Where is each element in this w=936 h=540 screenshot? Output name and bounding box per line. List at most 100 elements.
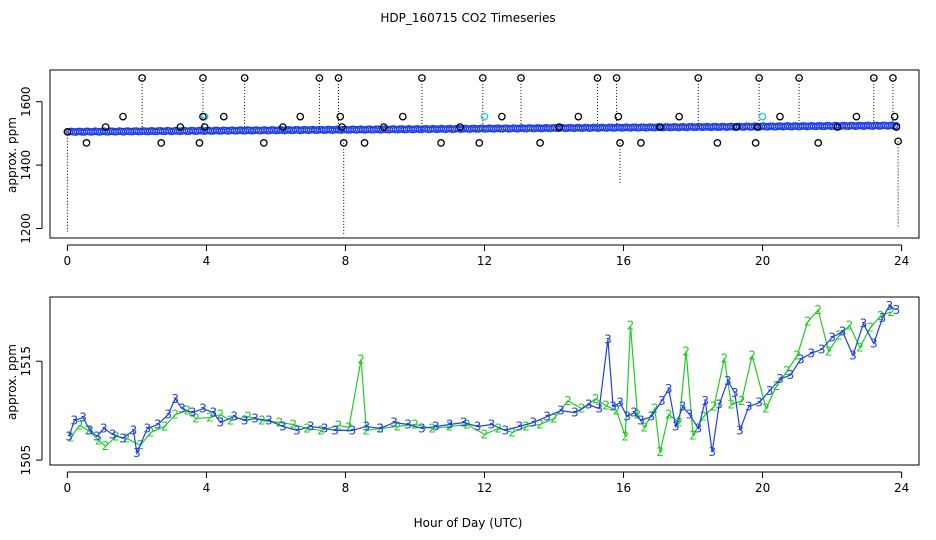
- series-3-marker: 3: [474, 419, 482, 433]
- series-3-marker: 3: [293, 423, 301, 437]
- series-2-marker: 2: [192, 412, 200, 426]
- outlier-point: [517, 74, 525, 82]
- bottom-y-axis-label: approx. ppm: [5, 344, 19, 420]
- series-3-line: [68, 305, 897, 456]
- top-panel: approx. ppm 0 4 8 12 16 20 24 1200 1400 1600: [5, 69, 920, 268]
- series-3-marker: 3: [665, 382, 673, 396]
- outlier-point: [776, 112, 784, 121]
- series-2-line: [70, 308, 892, 453]
- outlier-point: [555, 123, 564, 131]
- series-2-marker: 2: [429, 421, 437, 435]
- series-2-marker: 2: [522, 419, 530, 433]
- series-3-marker: 3: [460, 416, 468, 430]
- outlier-point: [890, 112, 899, 121]
- series-2-marker: 2: [794, 348, 802, 362]
- series-3-marker: 3: [178, 402, 186, 416]
- series-3-marker: 3: [529, 416, 537, 430]
- series-2-marker: 2: [887, 305, 895, 319]
- bottom-x-tick-label: 24: [894, 481, 909, 495]
- series-3-marker: 3: [595, 402, 603, 416]
- series-3-marker: 3: [331, 423, 339, 437]
- series-3-marker: 3: [189, 406, 197, 420]
- series-3-marker: 3: [432, 419, 440, 433]
- series-3-marker: 3: [362, 419, 370, 433]
- bottom-x-tick-label: 8: [342, 481, 350, 495]
- outlier-point: [574, 112, 583, 121]
- series-3-marker: 3: [731, 386, 739, 400]
- series-2-marker: 2: [675, 416, 683, 430]
- outlier-point: [259, 139, 268, 147]
- series-2-marker: 2: [564, 394, 572, 408]
- series-3-marker: 3: [648, 410, 656, 424]
- series-3-marker: 3: [776, 372, 784, 386]
- series-2-marker: 2: [67, 430, 75, 444]
- series-3-marker: 3: [349, 423, 357, 437]
- series-3-marker: 3: [100, 421, 108, 435]
- outlier-point: [755, 74, 763, 82]
- series-2-marker: 2: [682, 344, 690, 358]
- outlier-point: [795, 74, 803, 82]
- series-3-marker: 3: [418, 421, 426, 435]
- top-plot-frame: [49, 69, 920, 239]
- bottom-x-tick-label: 16: [616, 481, 631, 495]
- series-2-marker: 2: [171, 408, 179, 422]
- outlier-point: [279, 123, 287, 131]
- series-3-marker: 3: [715, 398, 723, 412]
- outlier-point: [398, 112, 407, 121]
- series-2-marker: 2: [147, 425, 155, 439]
- series-2-marker: 2: [651, 402, 659, 416]
- outlier-point: [656, 123, 664, 131]
- outlier-point: [637, 139, 645, 147]
- outlier-point: [833, 123, 842, 131]
- outlier-point: [675, 112, 684, 121]
- outlier-point: [199, 74, 207, 82]
- series-2-marker: 2: [84, 423, 92, 437]
- series-3-marker: 3: [230, 410, 238, 424]
- outlier-point: [437, 139, 445, 147]
- outlier-point: [296, 112, 305, 121]
- series-3-marker: 3: [86, 423, 94, 437]
- series-2-marker: 2: [835, 329, 843, 343]
- series-3-marker: 3: [404, 417, 412, 431]
- top-x-tick-label: 12: [477, 254, 492, 268]
- outlier-point: [616, 139, 624, 147]
- outlier-point: [889, 74, 897, 82]
- series-2-marker: 2: [112, 429, 120, 443]
- series-3-marker: 3: [93, 429, 101, 443]
- top-x-tick-label: 24: [894, 254, 909, 268]
- series-3-marker: 3: [321, 421, 329, 435]
- series-3-marker: 3: [755, 396, 763, 410]
- outlier-point: [176, 123, 185, 131]
- outlier-point: [418, 74, 426, 82]
- series-3-marker: 3: [893, 303, 901, 317]
- series-3-marker: 3: [879, 311, 887, 325]
- series-2-marker: 2: [508, 425, 516, 439]
- outlier-point: [360, 139, 369, 147]
- series-3-marker: 3: [797, 352, 805, 366]
- series-2-marker: 2: [550, 412, 558, 426]
- series-2-marker: 2: [95, 433, 103, 447]
- top-x-tick-label: 8: [342, 254, 350, 268]
- highlight-point: [480, 112, 489, 121]
- top-y-axis-label: approx. ppm: [5, 117, 19, 193]
- outlier-point: [195, 139, 204, 147]
- series-3-marker: 3: [557, 404, 565, 418]
- series-3-marker: 3: [701, 394, 709, 408]
- outlier-point: [498, 112, 506, 121]
- series-3-marker: 3: [724, 374, 732, 388]
- outlier-point: [119, 112, 127, 121]
- series-3-marker: 3: [694, 421, 702, 435]
- series-2-marker: 2: [446, 419, 454, 433]
- series-3-marker: 3: [658, 394, 666, 408]
- series-2-marker: 2: [592, 392, 600, 406]
- top-x-tick-label: 20: [755, 254, 770, 268]
- series-3-marker: 3: [265, 414, 273, 428]
- series-2-marker: 2: [303, 421, 311, 435]
- top-x-tick-label: 0: [64, 254, 72, 268]
- outlier-point: [694, 74, 703, 82]
- series-3-marker: 3: [307, 419, 315, 433]
- series-3-marker: 3: [390, 416, 398, 430]
- series-2-marker: 2: [748, 348, 756, 362]
- outlier-point: [315, 74, 324, 82]
